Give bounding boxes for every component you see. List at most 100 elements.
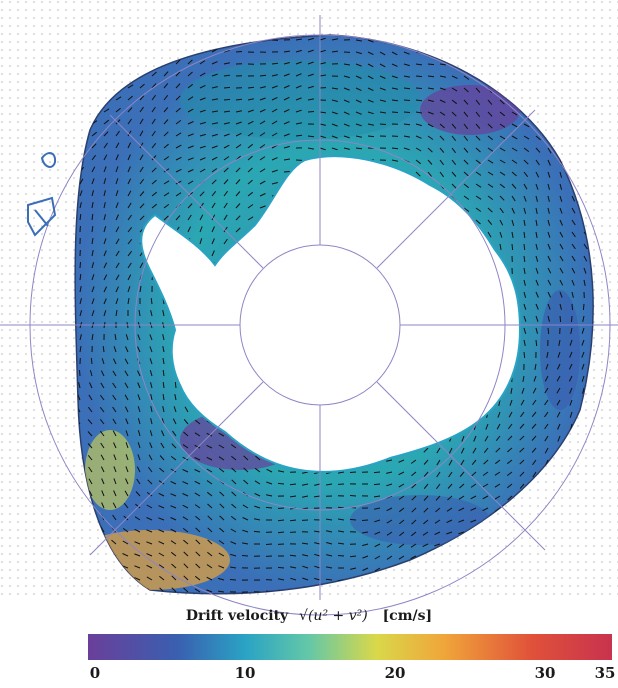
drift-arrow [199,238,203,245]
drift-arrow [150,406,153,413]
drift-arrow [427,159,433,165]
drift-arrow [230,541,237,545]
drift-arrow [482,471,489,476]
drift-arrow [87,419,93,425]
drift-arrow [172,418,177,425]
drift-arrow [127,95,133,101]
drift-arrow [307,111,315,113]
drift-arrow [162,309,165,317]
colorbar [88,634,612,660]
drift-arrow [559,303,562,310]
drift-arrow [199,157,206,161]
drift-arrow [127,178,132,185]
drift-arrow [194,444,201,449]
drift-arrow [271,85,278,89]
drift-arrow [175,180,182,185]
drift-arrow [535,315,539,322]
drift-arrow [100,430,105,437]
drift-arrow [147,479,153,485]
drift-arrow [460,447,465,454]
colorbar-tick-30: 30 [534,664,556,682]
drift-arrow [88,466,93,473]
drift-arrow [103,202,106,209]
drift-arrow [113,454,117,461]
drift-arrow [277,519,285,522]
drift-arrow [451,135,457,142]
drift-arrow [162,334,165,341]
drift-arrow [211,86,218,89]
drift-arrow [112,514,117,521]
drift-arrow [206,444,213,449]
drift-arrow [139,95,145,101]
drift-arrow [195,563,201,569]
drift-arrow [523,243,526,251]
drift-arrow [137,370,141,377]
drift-arrow [470,495,477,500]
drift-arrow [137,418,141,425]
drift-arrow [470,519,477,523]
drift-arrow [115,166,119,173]
drift-arrow [235,121,242,125]
drift-arrow [91,310,95,317]
drift-arrow [150,298,153,305]
drift-arrow [211,61,218,65]
drift-arrow [91,202,94,209]
drift-arrow [100,442,105,449]
drift-arrow [278,578,285,581]
drift-arrow [247,86,255,89]
drift-arrow [115,202,119,209]
drift-arrow [159,455,165,461]
drift-arrow [103,214,106,221]
drift-arrow [559,279,564,286]
drift-arrow [559,183,563,190]
drift-arrow [302,495,309,498]
drift-arrow [349,518,357,521]
drift-arrow [326,542,333,545]
drift-arrow [139,178,145,185]
drift-arrow [283,62,290,65]
drift-arrow [91,214,94,221]
drift-arrow [151,142,157,149]
drift-arrow [398,507,405,513]
drift-arrow [343,87,350,91]
drift-arrow [439,159,445,166]
sub-antarctic-islands [27,152,57,237]
drift-arrow [448,447,453,454]
drift-arrow [290,577,297,581]
drift-arrow [112,418,117,425]
drift-arrow [547,327,550,335]
drift-arrow [374,543,381,548]
drift-arrow [448,459,453,466]
drift-arrow [583,243,588,250]
drift-arrow [427,171,433,178]
drift-arrow [139,83,145,89]
drift-arrow [523,147,530,153]
drift-arrow [499,135,506,140]
drift-arrow [326,554,333,557]
drift-arrow [101,490,105,497]
drift-arrow [112,502,117,509]
drift-arrow [183,539,189,545]
drift-arrow [535,207,538,214]
drift-arrow [559,255,564,262]
drift-arrow [295,49,302,53]
drift-arrow [88,478,93,485]
drift-arrow [171,443,177,449]
drift-arrow [343,75,350,79]
drift-arrow [199,60,206,65]
drift-arrow [139,130,144,137]
drift-arrow [235,179,241,185]
drift-arrow [194,469,201,473]
colorbar-tick-35: 35 [594,664,616,682]
drift-arrow [463,99,469,105]
drift-arrow [207,527,213,533]
drift-arrow [79,298,82,305]
drift-arrow [582,315,585,323]
drift-arrow [499,219,504,226]
drift-arrow [507,447,513,453]
drift-arrow [175,156,182,161]
drift-arrow [487,207,493,213]
legend-title-text: Drift velocity [185,608,289,624]
drift-arrow [103,262,108,269]
drift-arrow [247,191,254,197]
